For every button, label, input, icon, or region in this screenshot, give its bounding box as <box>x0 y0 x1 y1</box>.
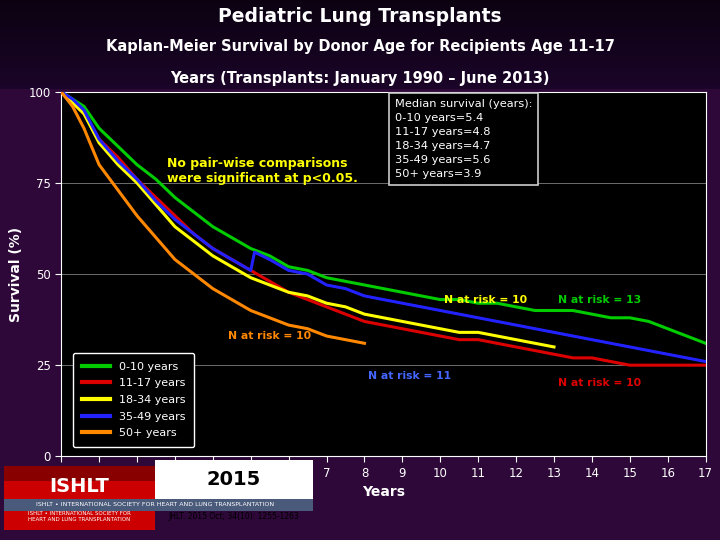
Text: Median survival (years):
0-10 years=5.4
11-17 years=4.8
18-34 years=4.7
35-49 ye: Median survival (years): 0-10 years=5.4 … <box>395 99 532 179</box>
Text: Years (Transplants: January 1990 – June 2013): Years (Transplants: January 1990 – June … <box>170 71 550 86</box>
FancyBboxPatch shape <box>4 467 155 530</box>
Text: N at risk = 11: N at risk = 11 <box>368 371 451 381</box>
Text: N at risk = 13: N at risk = 13 <box>558 294 641 305</box>
Text: N at risk = 10: N at risk = 10 <box>558 379 641 388</box>
Text: Kaplan-Meier Survival by Donor Age for Recipients Age 11-17: Kaplan-Meier Survival by Donor Age for R… <box>106 39 614 54</box>
Text: JHLT. 2015 Oct; 34(10): 1255-1263: JHLT. 2015 Oct; 34(10): 1255-1263 <box>168 512 300 521</box>
FancyBboxPatch shape <box>4 467 155 482</box>
Text: ISHLT • INTERNATIONAL SOCIETY FOR
HEART AND LUNG TRANSPLANTATION: ISHLT • INTERNATIONAL SOCIETY FOR HEART … <box>28 511 130 522</box>
Text: N at risk = 10: N at risk = 10 <box>444 294 527 305</box>
Text: ISHLT • INTERNATIONAL SOCIETY FOR HEART AND LUNG TRANSPLANTATION: ISHLT • INTERNATIONAL SOCIETY FOR HEART … <box>36 502 274 507</box>
Text: No pair-wise comparisons
were significant at p<0.05.: No pair-wise comparisons were significan… <box>167 157 359 185</box>
FancyBboxPatch shape <box>155 461 313 502</box>
Y-axis label: Survival (%): Survival (%) <box>9 226 23 322</box>
Text: 2015: 2015 <box>207 470 261 489</box>
Legend: 0-10 years, 11-17 years, 18-34 years, 35-49 years, 50+ years: 0-10 years, 11-17 years, 18-34 years, 35… <box>73 353 194 447</box>
X-axis label: Years: Years <box>362 485 405 500</box>
Text: N at risk = 10: N at risk = 10 <box>228 331 311 341</box>
FancyBboxPatch shape <box>4 498 313 511</box>
Text: Pediatric Lung Transplants: Pediatric Lung Transplants <box>218 6 502 25</box>
Text: ISHLT: ISHLT <box>49 477 109 496</box>
